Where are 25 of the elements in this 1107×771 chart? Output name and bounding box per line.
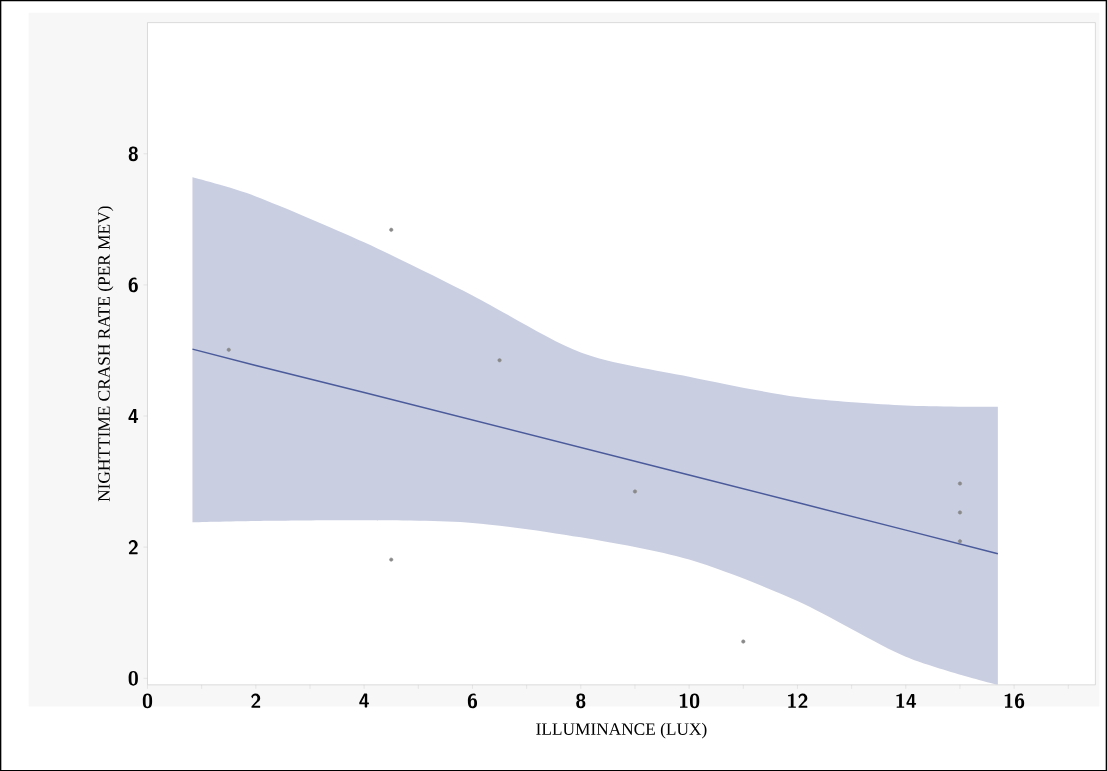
x-tick-label: 14 [896, 693, 917, 708]
y-tick-label: 0 [128, 670, 138, 686]
x-axis-title: ILLUMINANCE (LUX) [536, 722, 707, 739]
y-tick-label: 8 [128, 146, 138, 161]
point [632, 489, 637, 494]
point [226, 347, 231, 352]
x-tick-label: 6 [467, 693, 478, 709]
point [497, 358, 502, 363]
x-tick-label: 2 [251, 693, 261, 708]
point [389, 557, 394, 562]
x-tick-label: 12 [788, 693, 808, 708]
x-tick-label: 0 [142, 693, 153, 709]
x-tick-label: 8 [576, 693, 586, 709]
x-tick-label: 10 [679, 693, 700, 709]
y-axis-title: NIGHTTIME CRASH RATE (PER MEV) [97, 206, 114, 502]
x-tick-label: 16 [1004, 693, 1025, 709]
point [741, 639, 746, 644]
y-tick-label: 2 [128, 539, 138, 555]
point [389, 227, 394, 232]
x-tick-label: 4 [359, 693, 369, 708]
y-tick-label: 6 [128, 277, 138, 293]
point [957, 510, 962, 515]
y-tick-label: 4 [128, 408, 139, 423]
point [957, 539, 962, 544]
point [957, 481, 962, 486]
